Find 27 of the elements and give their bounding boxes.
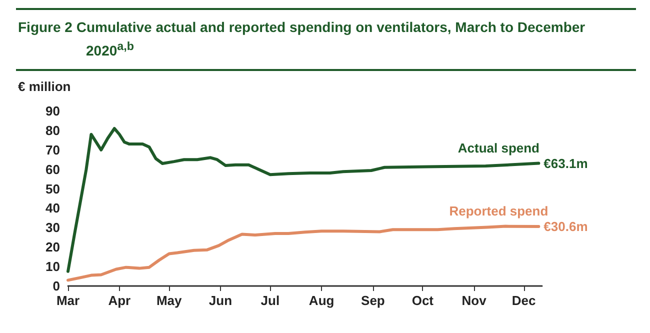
y-tick-label: 80 [46,122,60,138]
x-tick-label: Oct [412,292,434,308]
data-label: €63.1m [544,155,588,170]
y-tick-label: 50 [46,180,60,196]
chart-title: Figure 2 Cumulative actual and reported spending on ventilators, March to December 2020$^{a,b}$ [17,18,586,61]
y-tick-label: 60 [46,161,60,176]
y-tick-label: 30 [46,220,60,235]
x-tick-label: Nov [462,292,488,308]
y-tick-label: 10 [46,258,60,274]
x-tick-label: Aug [308,292,334,308]
y-tick-label: 90 [46,103,60,118]
y-tick-label: 40 [46,200,60,216]
x-tick-label: Dec [512,292,536,308]
data-label: €30.6m [544,218,588,234]
x-tick-label: Sep [361,292,385,308]
y-tick-label: 70 [46,142,60,158]
x-tick-label: Jul [260,292,280,308]
x-tick-label: May [156,292,183,308]
line-series [66,224,540,282]
y-tick-label: 20 [46,239,60,254]
x-tick-label: Apr [108,292,131,308]
y-axis-title: € million [18,78,71,94]
x-tick-label: Jun [208,292,232,308]
series-label: Actual spend [458,140,540,155]
series-label: Reported spend [449,203,548,218]
y-tick-label: 0 [52,278,60,294]
x-tick-label: Mar [56,292,80,308]
